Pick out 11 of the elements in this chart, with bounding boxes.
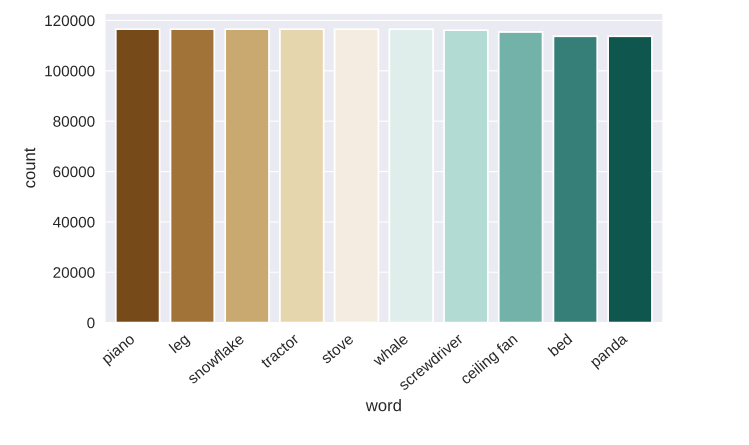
y-tick-label: 0 [87, 317, 95, 328]
x-axis-title: word [366, 399, 401, 412]
y-tick-label: 20000 [53, 267, 95, 278]
x-tick-label: leg [168, 332, 192, 356]
y-tick-label: 80000 [53, 116, 95, 127]
y-tick-label: 40000 [53, 216, 95, 228]
y-tick-label: 60000 [53, 166, 95, 178]
y-tick-label: 100000 [45, 66, 95, 76]
x-tick-label: bed [547, 332, 573, 357]
y-axis-title: count [24, 148, 36, 188]
y-tick-label: 120000 [45, 15, 95, 26]
